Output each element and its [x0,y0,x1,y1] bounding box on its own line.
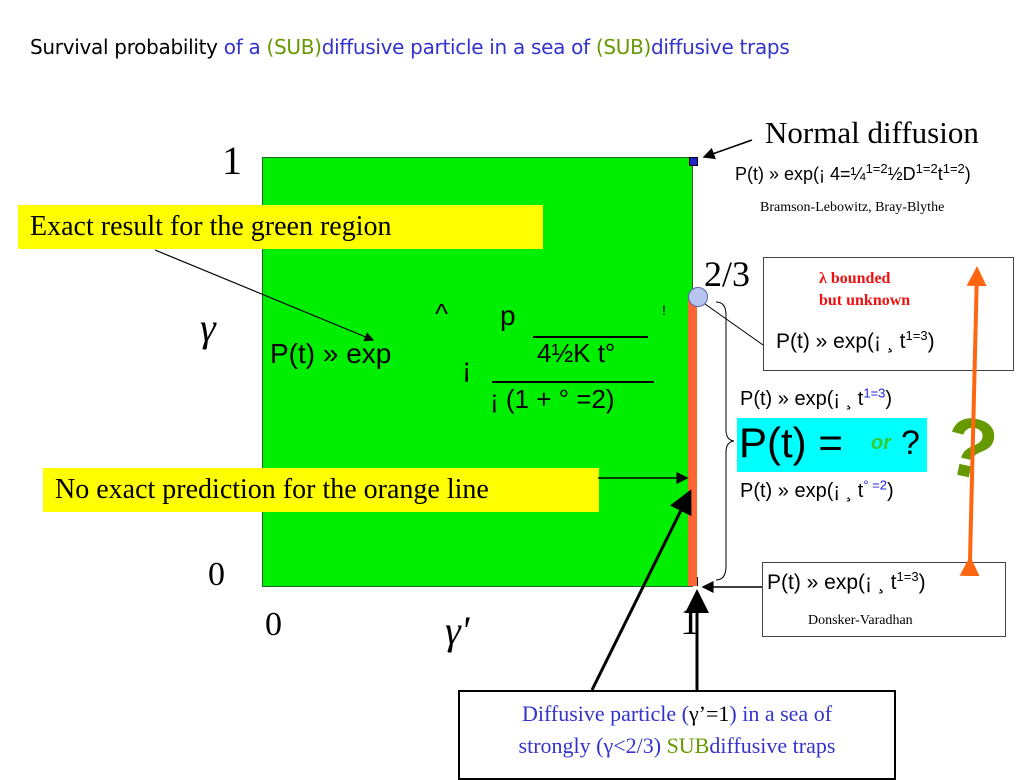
formula-part: t [937,164,943,184]
normal-diffusion-corner-marker [689,157,698,166]
donsker-varadhan-box: P(t) » exp(¡ ¸ t1=3) Donsker-Varadhan [762,562,1006,637]
title-part: diffusive particle in a sea of [321,35,596,59]
critical-value-label: 2/3 [704,254,751,294]
cyan-lhs: P(t) = [739,419,843,466]
formula-part: ) [927,330,935,353]
text-part: Diffusive particle ( [521,701,689,726]
critical-point-marker [688,287,708,307]
normal-diffusion-arrow [702,139,753,160]
text-part: diffusive traps [709,733,836,758]
y-axis-top-label: 1 [222,138,242,183]
formula-sup: 1=2 [942,161,965,176]
sqrt-bar [533,336,648,338]
text-part: SUB [666,733,710,758]
y-axis-bottom-label: 0 [208,556,225,593]
title-part: (SUB) [266,35,322,59]
slide-title: Survival probability of a (SUB)diffusive… [30,35,790,59]
normal-diffusion-citation: Bramson-Lebowitz, Bray-Blythe [760,200,945,215]
text-part: ) in a sea of [729,701,833,726]
normal-diffusion-heading: Normal diffusion [765,115,979,150]
green-formula-denominator: ¡ (1 + ° =2) [490,384,615,414]
formula-sup: 1=2 [915,161,938,176]
formula-part: ) [964,164,971,184]
cyan-question-box: P(t) = or ? [737,418,927,472]
green-formula-bracket-right: ! [662,302,666,318]
green-formula-numerator: 4½K t° [537,338,616,368]
green-formula-lhs: P(t) » exp [270,338,392,369]
formula-sup: 1=3 [863,385,886,401]
formula-sup: 1=2 [865,161,888,176]
bottom-line-1: Diffusive particle (γ’=1) in a sea of [460,698,894,730]
title-part: of a [223,35,267,59]
formula-part: ) [918,571,926,594]
exact-result-arrow [154,249,375,342]
formula-part: ) [887,480,894,502]
formula-part: ) [885,388,893,410]
green-formula-minus: ¡ [462,352,472,383]
donsker-citation: Donsker-Varadhan [808,613,913,628]
orange-double-arrow [959,266,987,577]
formula-part: P(t) » exp(¡ 4=¼ [735,164,866,184]
orange-line [688,298,697,586]
formula-part: P(t) » exp(¡ ¸ t [767,571,897,594]
fraction-bar [492,381,654,383]
or-label: or [871,432,891,454]
x-axis-left-label: 0 [265,606,282,643]
lambda-bounded-line1: λ bounded [819,270,891,287]
title-part: Survival probability [30,35,224,59]
bottom-explanation-box: Diffusive particle (γ’=1) in a sea of st… [458,690,896,780]
middle-formula-2: P(t) » exp(¡ ¸ t° =2) [740,477,894,503]
formula-sup: 1=3 [896,569,919,584]
lambda-box-pointer [704,303,764,346]
small-question-mark: ? [901,424,920,462]
title-part: (SUB) [595,35,652,59]
formula-part: ½D [887,164,916,184]
green-formula-sqrt: p [500,300,516,331]
title-part: diffusive traps [651,35,790,59]
donsker-formula: P(t) » exp(¡ ¸ t1=3) [767,569,926,595]
formula-sup: 1=3 [905,328,928,343]
normal-diffusion-formula: P(t) » exp(¡ 4=¼1=2½D1=2t1=2) [735,161,971,185]
lambda-box-formula: P(t) » exp(¡ ¸ t1=3) [776,328,935,354]
no-exact-prediction-callout: No exact prediction for the orange line [43,468,599,513]
text-part: γ’=1 [688,701,730,726]
green-formula-bracket: ^ [435,298,449,329]
formula-part: P(t) » exp(¡ ¸ t [740,480,864,502]
exact-result-callout: Exact result for the green region [18,205,543,250]
lambda-bounded-line2: but unknown [819,292,911,309]
formula-part: P(t) » exp(¡ ¸ t [740,388,864,410]
formula-sup: ° =2 [863,477,887,493]
text-part: strongly (γ<2/3) [518,733,667,758]
x-axis-label: γ' [445,608,470,653]
y-axis-label: γ [200,305,216,350]
orange-line-brace [715,301,735,581]
bottom-line-2: strongly (γ<2/3) SUBdiffusive traps [460,730,894,762]
middle-formula-1: P(t) » exp(¡ ¸ t1=3) [740,385,893,411]
bottom-box-arrow-orange [590,489,692,691]
formula-part: P(t) » exp(¡ ¸ t [776,330,906,353]
